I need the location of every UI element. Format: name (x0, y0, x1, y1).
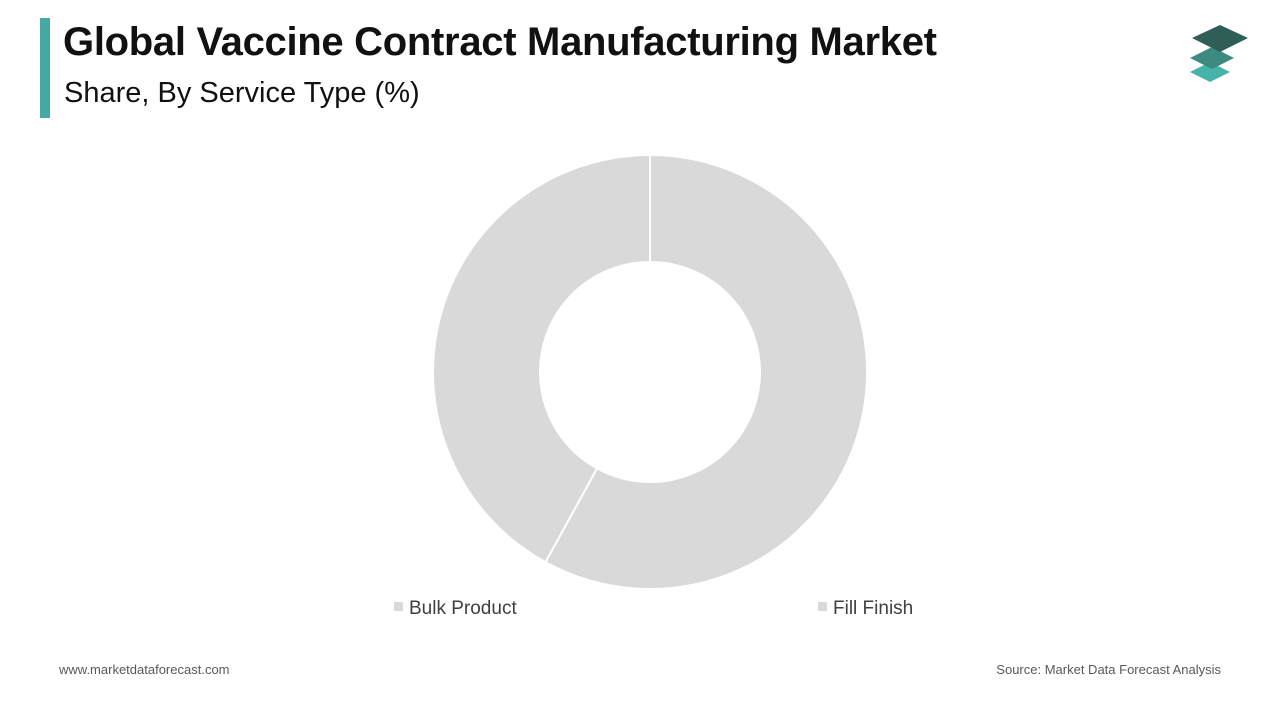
legend-swatch-fill-finish (818, 602, 827, 611)
legend-item-fill-finish: Fill Finish (818, 598, 913, 619)
footer-website: www.marketdataforecast.com (59, 662, 230, 677)
chart-title: Global Vaccine Contract Manufacturing Ma… (63, 20, 937, 64)
chart-legend: Bulk Product Fill Finish (394, 598, 913, 619)
donut-slices (431, 153, 868, 590)
legend-label-fill-finish: Fill Finish (833, 598, 913, 619)
donut-slice-fill-finish (431, 153, 651, 564)
stacked-layers-icon (1190, 25, 1248, 82)
title-accent-bar (40, 18, 50, 118)
legend-label-bulk-product: Bulk Product (409, 598, 517, 619)
legend-swatch-bulk-product (394, 602, 403, 611)
chart-subtitle: Share, By Service Type (%) (64, 77, 420, 109)
legend-item-bulk-product: Bulk Product (394, 598, 517, 619)
donut-slice-bulk-product (544, 153, 868, 590)
footer-source: Source: Market Data Forecast Analysis (996, 662, 1221, 677)
